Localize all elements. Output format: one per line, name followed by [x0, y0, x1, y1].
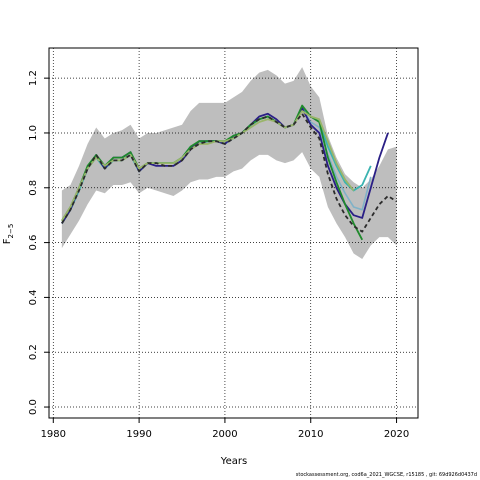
series-group: [61, 104, 398, 241]
confidence-band-area: [61, 67, 397, 260]
y-tick-label: 0.0: [28, 399, 39, 415]
x-tick-label: 1990: [126, 429, 151, 440]
x-tick-label: 2010: [298, 429, 323, 440]
y-axis: 0.0 0.2 0.4 0.6 0.8 1.0 1.2: [28, 70, 49, 415]
y-tick-label: 1.2: [28, 70, 39, 86]
y-axis-label-main: F: [2, 238, 13, 244]
plot-frame: [48, 47, 419, 419]
x-tick-label: 2000: [212, 429, 237, 440]
y-axis-label: F2−5: [2, 224, 15, 245]
confidence-band: [61, 67, 397, 260]
y-tick-label: 1.0: [28, 125, 39, 141]
footer-credit: stockassessment.org, cod6a_2021_WGCSE, r…: [295, 472, 477, 478]
y-tick-label: 0.2: [28, 344, 39, 360]
y-tick-label: 0.8: [28, 180, 39, 196]
y-tick-label: 0.4: [28, 289, 39, 305]
y-tick-label: 0.6: [28, 235, 39, 251]
x-tick-label: 2020: [384, 429, 409, 440]
x-tick-label: 1980: [41, 429, 66, 440]
y-axis-label-subscript: 2−5: [7, 224, 15, 239]
series-line-6: [61, 112, 398, 233]
x-axis-label: Years: [220, 456, 247, 467]
x-axis: 1980 1990 2000 2010 2020: [41, 418, 409, 440]
